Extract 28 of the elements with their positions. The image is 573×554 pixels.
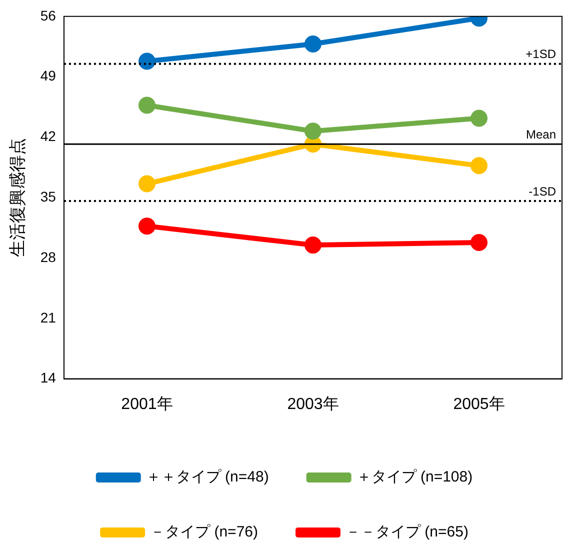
y-tick-label: 56 [40, 7, 56, 24]
y-axis-title: 生活復興感得点 [8, 138, 27, 258]
point [470, 157, 488, 174]
point [304, 122, 322, 140]
legend-label: ＋タイプ (n=108) [356, 468, 473, 486]
y-tick-label: 21 [40, 309, 56, 326]
point [138, 52, 156, 70]
y-tick-label: 28 [40, 248, 56, 265]
point [470, 110, 488, 127]
y-tick-label: 42 [40, 128, 56, 144]
point [138, 96, 156, 114]
x-tick-label: 2005年 [453, 396, 505, 413]
point [470, 234, 488, 251]
y-tick-label: 14 [40, 370, 56, 386]
point [138, 175, 156, 192]
point [138, 218, 156, 235]
legend-label: －－タイプ (n=65) [346, 524, 468, 541]
x-tick-label: 2003年 [287, 396, 339, 413]
y-tick-label: 49 [40, 68, 56, 84]
point [304, 236, 322, 254]
ref-line-label: -1SD [528, 184, 556, 198]
ref-line-label: +1SD [526, 47, 556, 62]
ref-line-label: Mean [526, 127, 556, 142]
legend-label: －タイプ (n=76) [150, 524, 258, 541]
y-tick-label: 35 [40, 188, 56, 204]
x-tick-label: 2001年 [121, 396, 173, 413]
point [304, 36, 322, 53]
legend-label: ＋＋タイプ (n=48) [146, 468, 269, 486]
